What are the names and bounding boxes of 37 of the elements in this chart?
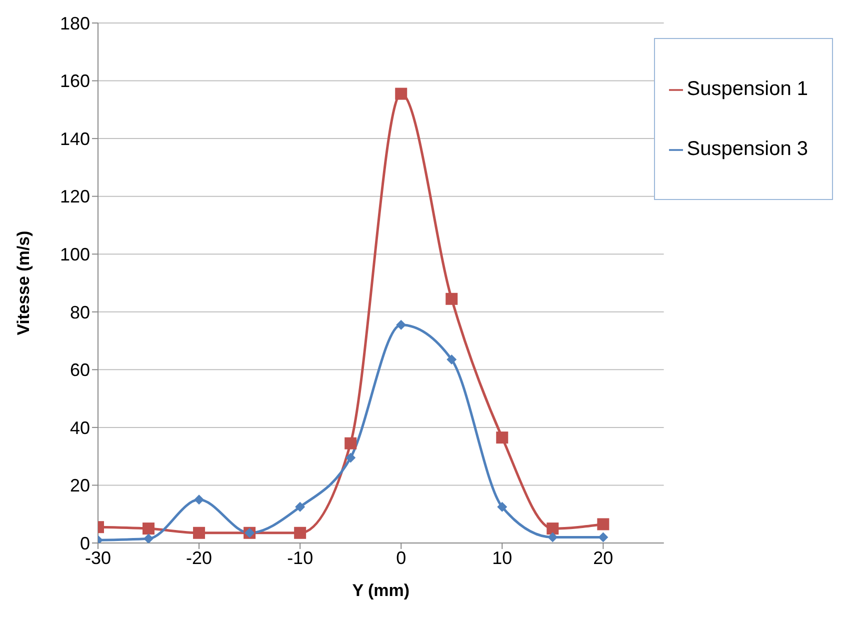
point xyxy=(497,502,508,512)
x-tick-label: 0 xyxy=(396,548,406,568)
y-tick-label: 0 xyxy=(80,533,90,554)
point xyxy=(597,518,610,530)
y-tick-label: 180 xyxy=(60,13,90,34)
point xyxy=(144,534,154,543)
point xyxy=(548,532,558,542)
point xyxy=(396,320,406,330)
point xyxy=(446,354,457,365)
point xyxy=(294,526,306,539)
point xyxy=(194,494,204,505)
y-tick-label: 140 xyxy=(60,128,90,149)
y-axis-title: Vitesse (m/s) xyxy=(14,230,34,336)
y-tick-label: 60 xyxy=(70,360,90,380)
y-tick-label: 80 xyxy=(70,302,90,322)
y-tick-label: 100 xyxy=(60,244,90,264)
legend-label: Suspension 3 xyxy=(686,138,808,160)
point xyxy=(598,532,608,542)
point xyxy=(395,88,408,100)
point xyxy=(496,432,508,444)
legend-label: Suspension 1 xyxy=(686,78,808,100)
point xyxy=(546,522,559,535)
point xyxy=(142,522,155,535)
point xyxy=(346,452,356,463)
y-tick-label: 40 xyxy=(70,418,90,438)
point xyxy=(344,437,357,450)
point xyxy=(193,526,206,539)
point xyxy=(446,292,458,305)
x-tick-label: -20 xyxy=(186,548,212,568)
x-tick-label: -10 xyxy=(287,548,314,568)
x-axis-title: Y (mm) xyxy=(352,581,410,600)
point xyxy=(295,502,306,512)
x-tick-label: 10 xyxy=(492,548,512,568)
x-tick-label: 20 xyxy=(593,548,614,568)
y-tick-label: 120 xyxy=(60,186,90,207)
y-tick-label: 20 xyxy=(70,476,90,496)
y-tick-label: 160 xyxy=(60,71,90,92)
